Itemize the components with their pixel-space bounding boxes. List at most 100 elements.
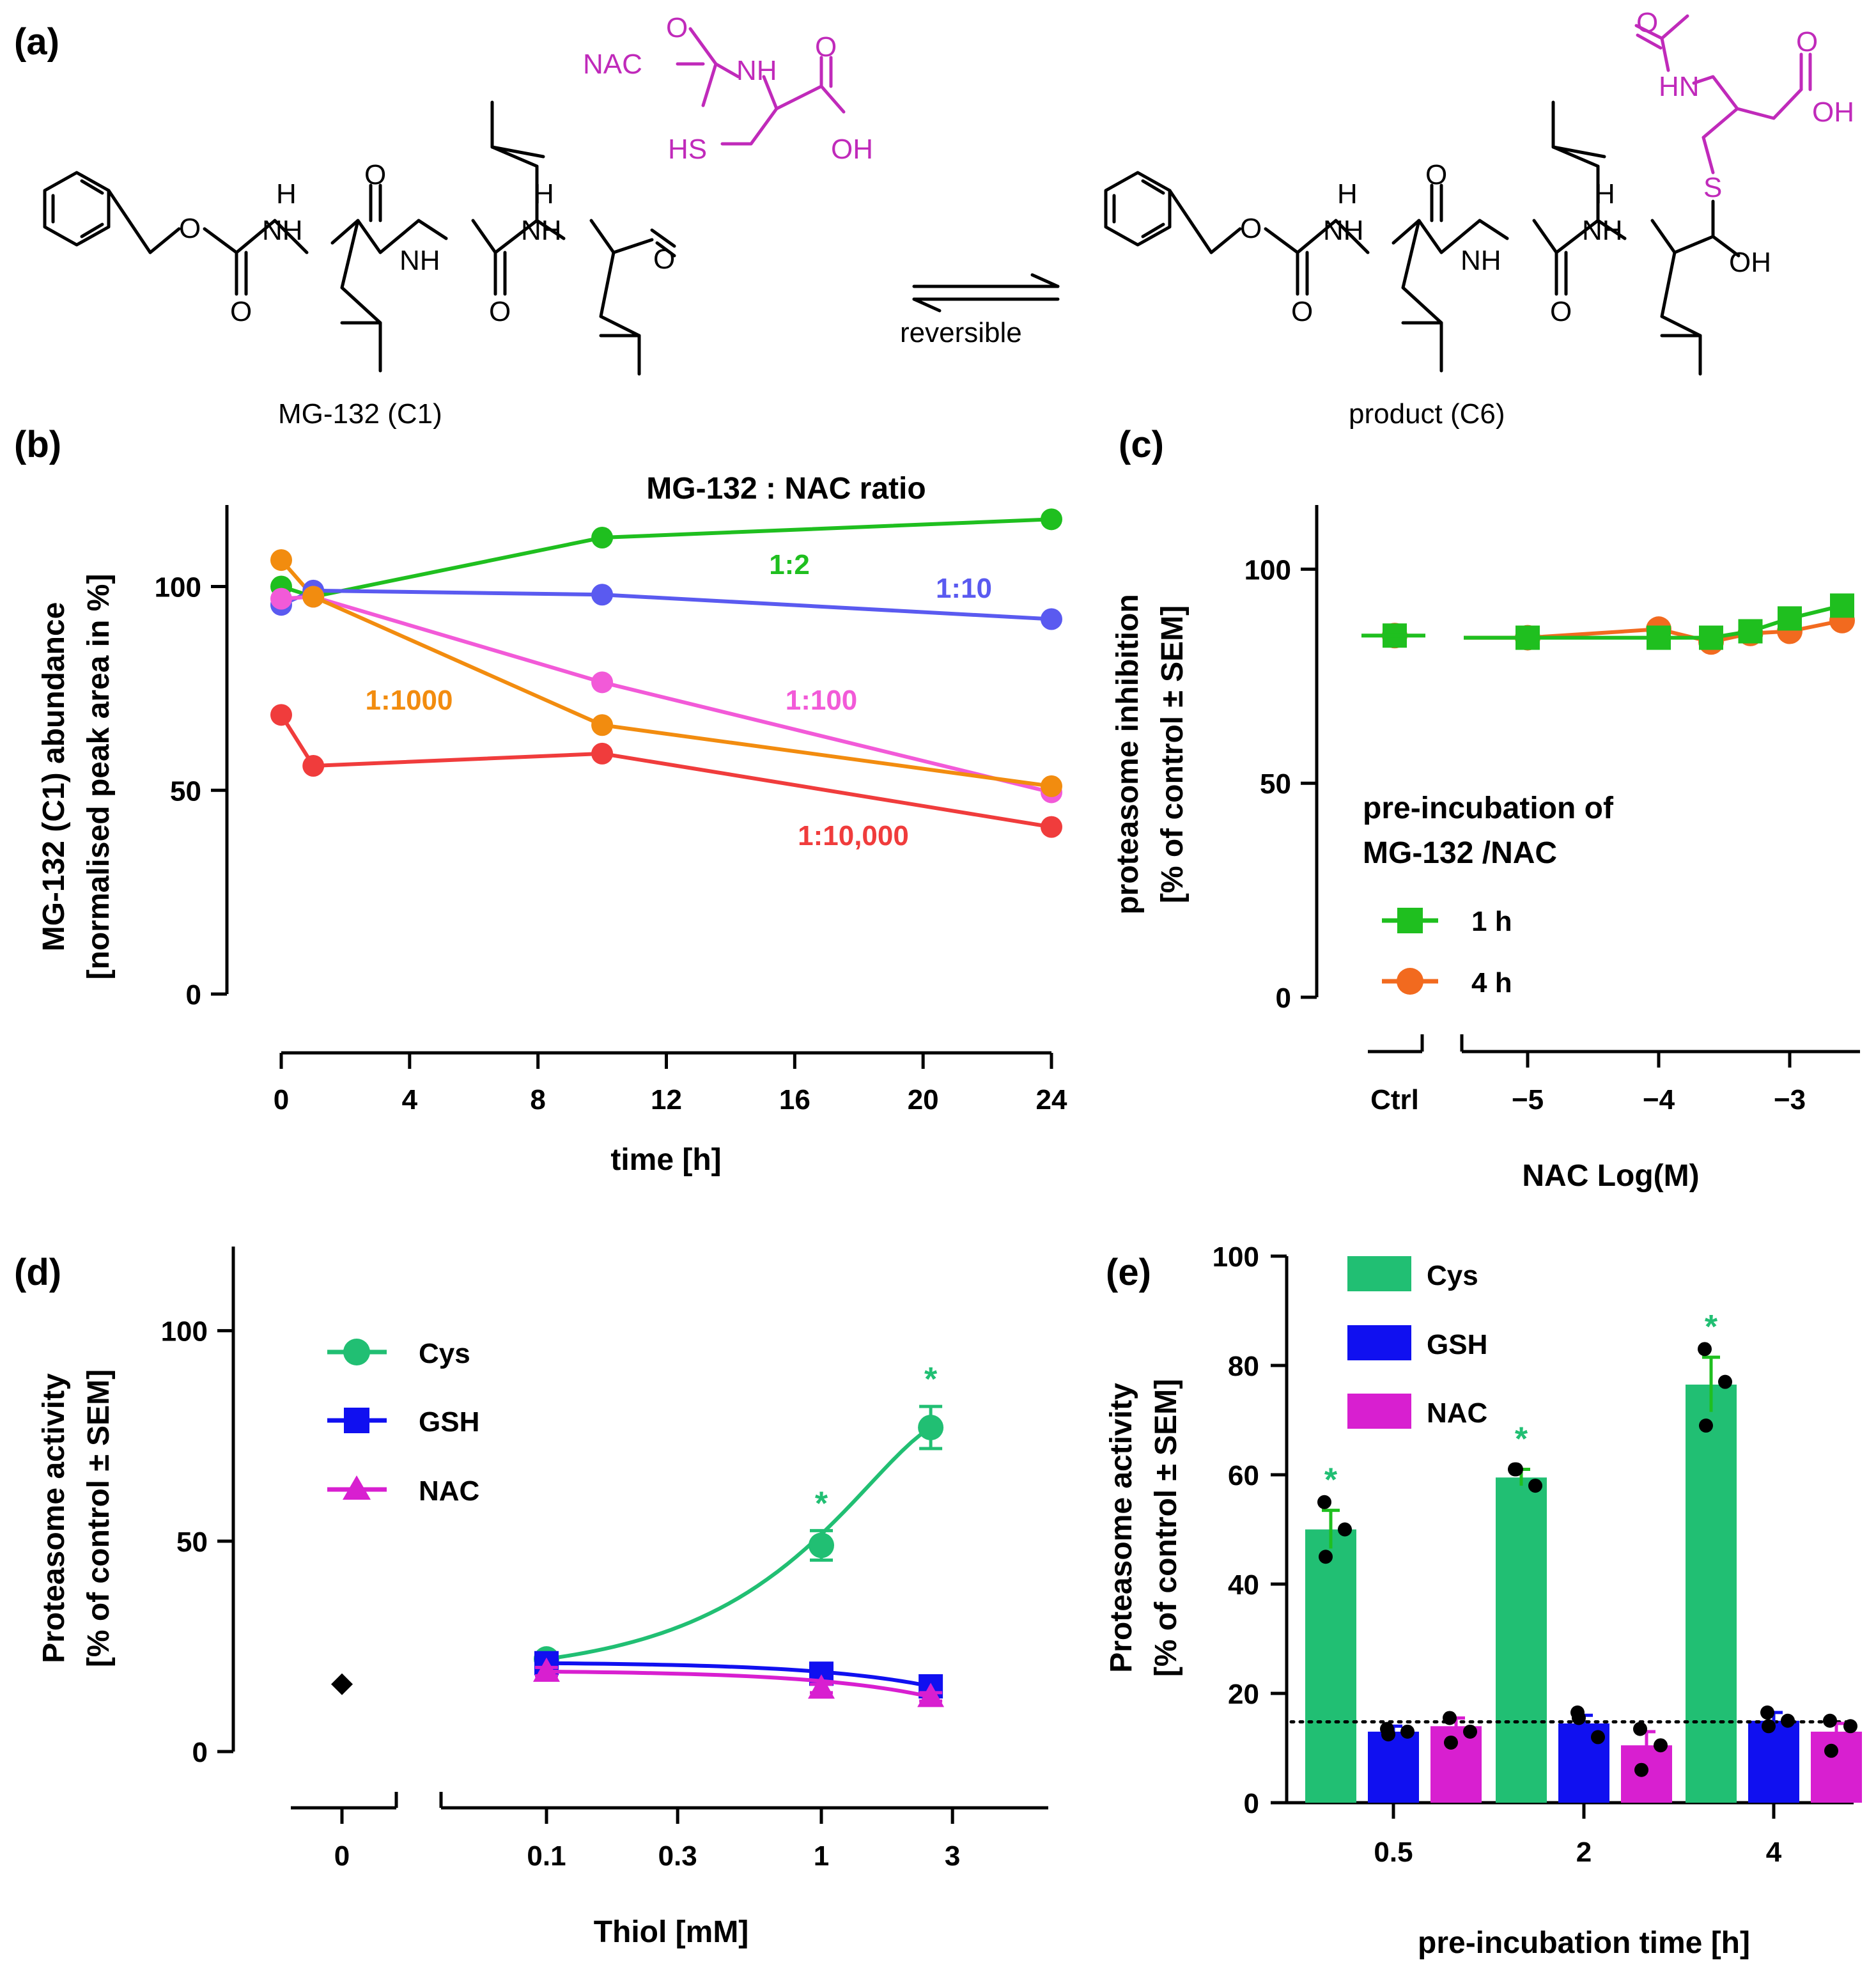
- y-tick-label: 50: [1260, 768, 1291, 800]
- replicate-point: [1572, 1711, 1586, 1725]
- atom-nh: NH: [736, 55, 777, 86]
- atom-oh: OH: [1729, 247, 1771, 278]
- chart-c-x-axis-label: NAC Log(M): [1522, 1159, 1699, 1193]
- chart-e-y-ticks: 0 20 40 60 80 100: [1213, 1241, 1287, 1819]
- chart-d-y-axis-label-1: Proteasome activity: [37, 1373, 71, 1663]
- data-point: [1041, 608, 1062, 630]
- chart-e-legend-nac: NAC: [1347, 1394, 1487, 1429]
- fit-curve: [546, 1426, 932, 1661]
- legend-label-nac: NAC: [419, 1475, 479, 1507]
- legend-label-gsh: GSH: [419, 1406, 479, 1438]
- replicate-point: [1760, 1705, 1774, 1720]
- chart-c-series: [1361, 593, 1855, 655]
- x-tick-label: 2: [1576, 1837, 1592, 1868]
- arrow-label: reversible: [900, 317, 1022, 348]
- product-structure: [1104, 100, 1740, 376]
- atom-nh: NH: [262, 215, 303, 246]
- chart-c-legend-4h: 4 h: [1382, 967, 1512, 999]
- chart-e-x-ticks: 0.5 2 4: [1374, 1803, 1782, 1868]
- legend-label-nac: NAC: [1427, 1397, 1487, 1429]
- chart-c-ctrl-label: Ctrl: [1370, 1084, 1419, 1116]
- data-point: [809, 1532, 834, 1559]
- data-point: [1738, 619, 1763, 644]
- chart-e: 0 20 40 60 80 100 0.5 2 4 * * * pre-incubation ti…: [1105, 1241, 1862, 1960]
- x-tick-label: −4: [1643, 1084, 1675, 1116]
- chart-d-x-ticks: 0.1 0.3 1 3: [340, 1792, 960, 1872]
- x-tick-label: 0: [274, 1084, 289, 1116]
- fit-curve: [546, 1661, 931, 1688]
- chart-b-series: [270, 508, 1062, 838]
- bar: [1305, 1529, 1356, 1803]
- data-point: [270, 587, 292, 610]
- atom-o: O: [230, 296, 252, 327]
- replicate-point: [1823, 1713, 1837, 1728]
- atom-o: O: [666, 12, 688, 43]
- atom-nh: NH: [399, 245, 440, 276]
- chart-e-y-axis-label-2: [% of control ± SEM]: [1149, 1379, 1183, 1677]
- chart-d-x-axis-label: Thiol [mM]: [594, 1915, 749, 1949]
- atom-hs: HS: [668, 134, 707, 165]
- chart-d-zero-label: 0: [334, 1840, 350, 1872]
- x-tick-label: 0.3: [658, 1840, 697, 1872]
- replicate-point: [1444, 1735, 1458, 1750]
- atom-h: H: [276, 178, 297, 210]
- legend-label-cys: Cys: [419, 1338, 470, 1369]
- atom-nh: NH: [1582, 215, 1623, 246]
- atom-o: O: [815, 31, 837, 63]
- chart-b-x-ticks: 0 4 8 12 16 20 24: [274, 1053, 1067, 1116]
- replicate-point: [1338, 1522, 1352, 1537]
- data-point: [1699, 625, 1723, 650]
- atom-o: O: [364, 159, 386, 190]
- atom-oh: OH: [831, 134, 873, 165]
- x-tick-label: 4: [1766, 1837, 1782, 1868]
- atom-h: H: [1337, 178, 1358, 210]
- bar: [1686, 1384, 1737, 1803]
- fit-curve: [546, 1669, 931, 1699]
- chart-c: 0 50 100 −5 −4 −3 Ctrl NAC Log(M) proteasome…: [1111, 505, 1860, 1193]
- x-tick-label: 16: [779, 1084, 810, 1116]
- data-point: [1830, 593, 1854, 618]
- atom-oh: OH: [1812, 97, 1854, 128]
- data-point: [533, 1657, 560, 1682]
- chart-d-legend-cys: Cys: [327, 1338, 470, 1369]
- x-tick-label: 24: [1036, 1084, 1067, 1116]
- chart-b-y-ticks: 0 50 100: [155, 572, 227, 1011]
- atom-o: O: [1796, 26, 1818, 58]
- y-tick-label: 0: [1276, 983, 1291, 1014]
- y-tick-label: 0: [186, 979, 201, 1011]
- y-tick-label: 80: [1228, 1351, 1259, 1382]
- series-label-1-1000: 1:1000: [365, 685, 453, 716]
- chart-e-legend-gsh: GSH: [1347, 1325, 1487, 1360]
- replicate-point: [1633, 1722, 1647, 1736]
- equilibrium-arrows: [912, 273, 1060, 313]
- replicate-point: [1762, 1719, 1776, 1734]
- atom-o: O: [1240, 213, 1262, 244]
- legend-label-cys: Cys: [1427, 1260, 1478, 1291]
- data-point: [808, 1674, 835, 1699]
- series-label-1-100: 1:100: [786, 685, 858, 716]
- series-label-1-2: 1:2: [769, 549, 810, 580]
- atom-o: O: [1425, 159, 1447, 190]
- y-tick-label: 20: [1228, 1679, 1259, 1710]
- series-line: [279, 713, 1052, 829]
- atom-o: O: [1291, 296, 1313, 327]
- data-point: [591, 714, 614, 736]
- chart-d-legend-gsh: GSH: [327, 1406, 479, 1438]
- atom-o: O: [1550, 296, 1572, 327]
- atom-nh: NH: [1461, 245, 1501, 276]
- bar: [1368, 1731, 1419, 1803]
- replicate-point: [1443, 1711, 1457, 1725]
- replicate-point: [1381, 1727, 1395, 1742]
- series-line: [281, 517, 1052, 599]
- x-tick-label: 0.5: [1374, 1837, 1413, 1868]
- series-label-1-10000: 1:10,000: [798, 820, 909, 851]
- y-tick-label: 0: [192, 1737, 208, 1768]
- reagent-label: NAC: [583, 49, 642, 80]
- data-point: [270, 549, 292, 571]
- x-tick-label: 12: [651, 1084, 682, 1116]
- data-point: [302, 586, 325, 608]
- y-tick-label: 40: [1228, 1569, 1259, 1601]
- y-tick-label: 0: [1244, 1788, 1259, 1819]
- chart-e-x-axis-label: pre-incubation time [h]: [1418, 1926, 1750, 1960]
- x-tick-label: 20: [908, 1084, 939, 1116]
